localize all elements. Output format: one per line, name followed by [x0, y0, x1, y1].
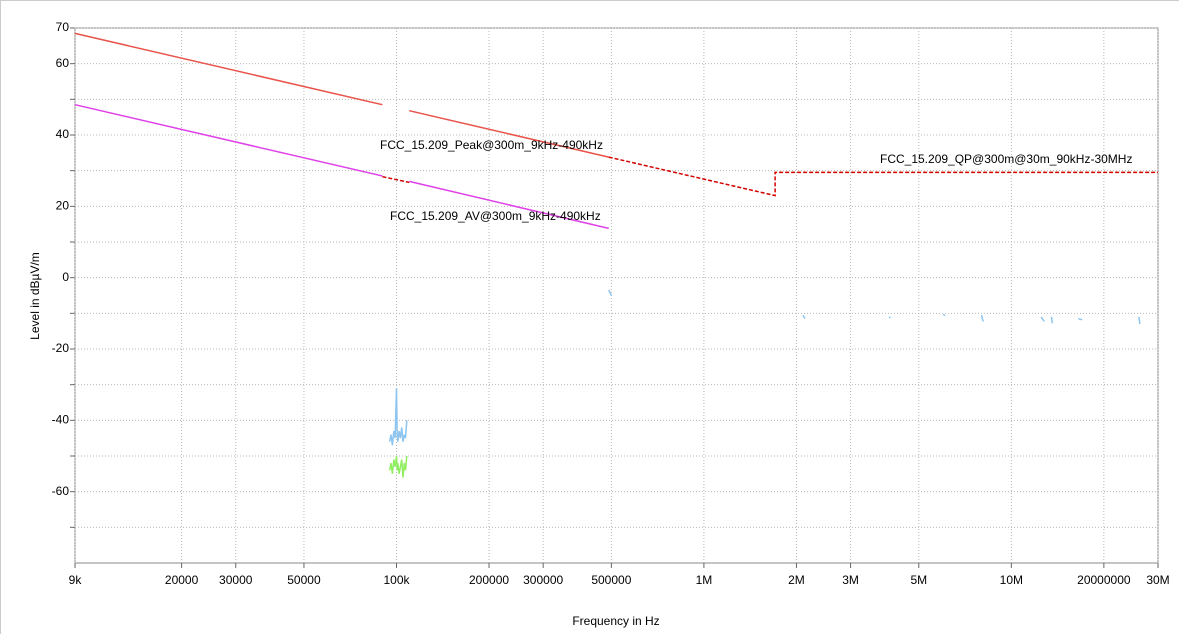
x-tick-label: 30000 [219, 573, 253, 587]
plot-frame [74, 27, 1159, 564]
x-tick-label: 10M [1000, 573, 1023, 587]
series-line [382, 156, 1158, 197]
y-tick-label: -20 [52, 341, 70, 355]
x-axis-label: Frequency in Hz [572, 614, 659, 628]
x-tick-label: 500000 [591, 573, 631, 587]
series-line [74, 103, 609, 230]
x-tick-label: 2M [788, 573, 805, 587]
x-tick-label: 20000 [165, 573, 199, 587]
series-label: FCC_15.209_AV@300m_9kHz-490kHz [390, 209, 601, 223]
x-tick-label: 100k [383, 573, 410, 587]
x-tick-label: 50000 [287, 573, 321, 587]
series-label: FCC_15.209_QP@300m@30m_90kHz-30MHz [880, 152, 1132, 166]
y-tick-label: 70 [56, 20, 70, 34]
x-tick-label: 300000 [523, 573, 563, 587]
x-tick-label: 5M [910, 573, 927, 587]
series-line [388, 289, 1141, 446]
x-tick-label: 20000000 [1077, 573, 1131, 587]
y-tick-label: -40 [52, 413, 70, 427]
series-label: FCC_15.209_Peak@300m_9kHz-490kHz [380, 138, 603, 152]
y-tick-label: 0 [62, 270, 69, 284]
x-tick-label: 30M [1146, 573, 1169, 587]
series-line [388, 455, 408, 478]
y-tick-label: 40 [56, 127, 70, 141]
y-axis-label: Level in dBµV/m [28, 252, 42, 340]
series-line [74, 32, 609, 158]
x-tick-label: 200000 [469, 573, 509, 587]
x-tick-label: 9k [69, 573, 83, 587]
y-tick-label: -60 [52, 484, 70, 498]
x-tick-label: 3M [842, 573, 859, 587]
y-tick-label: 20 [56, 199, 70, 213]
x-tick-label: 1M [696, 573, 713, 587]
y-tick-label: 60 [56, 56, 70, 70]
